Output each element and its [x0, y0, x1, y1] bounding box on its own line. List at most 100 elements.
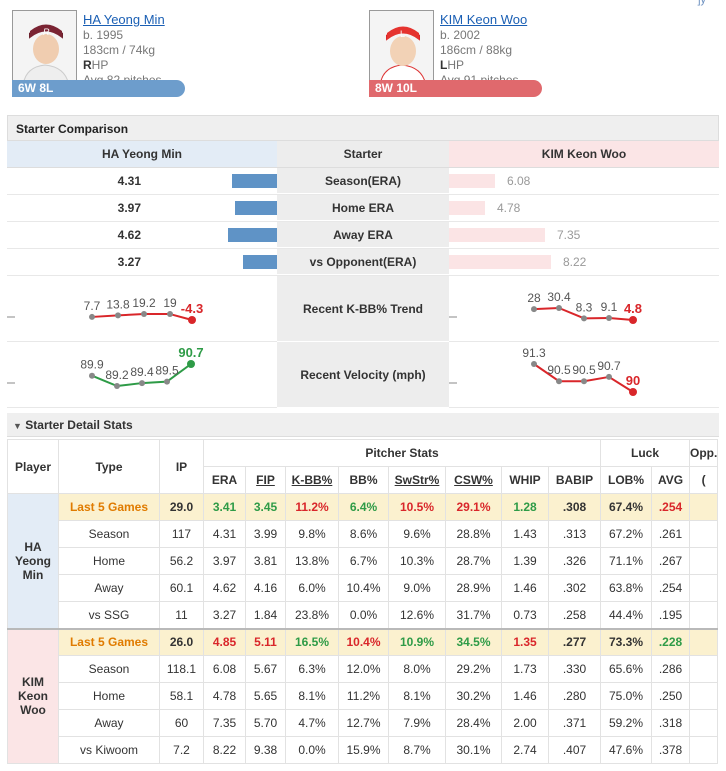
whip-cell: 1.35 [501, 627, 549, 656]
type-cell: Season [58, 655, 160, 683]
home-value: 3.27 [117, 255, 141, 269]
away-velocity-sparkline: 91.390.5 90.5 90.790 [449, 346, 640, 396]
top-right-link[interactable]: ]y [697, 0, 706, 6]
home-player-name-link[interactable]: HA Yeong Min [83, 12, 165, 27]
babip-col-header[interactable]: BABIP [548, 466, 601, 494]
away-player-name-link[interactable]: KIM Keon Woo [440, 12, 528, 27]
sparkline-segment [558, 307, 585, 320]
ip-col-header[interactable]: IP [159, 439, 204, 494]
swstr-cell: 7.9% [388, 709, 446, 737]
bb-cell: 11.2% [338, 682, 389, 710]
swstr-cell: 9.0% [388, 574, 446, 602]
type-col-header: Type [58, 439, 160, 494]
table-row: Home 56.2 3.97 3.81 13.8% 6.7% 10.3% 28.7% 1.39.… [8, 547, 719, 575]
lob-cell: 71.1% [600, 547, 652, 575]
sparkline-segment [533, 363, 560, 383]
kbb-col-header[interactable]: K-BB% [285, 466, 339, 494]
sparkline-segment [116, 382, 143, 387]
triangle-down-icon: ▼ [13, 421, 22, 431]
csw-col-header[interactable]: CSW% [445, 466, 502, 494]
sparkline-label: 89.9 [80, 358, 104, 372]
detail-stats-toggle[interactable]: ▼ Starter Detail Stats [7, 413, 719, 437]
home-value: 3.97 [117, 201, 141, 215]
away-player-size: 186cm / 88kg [440, 43, 513, 57]
sparkline-point [629, 388, 637, 396]
away-player-hand: LHP [440, 58, 465, 72]
luck-header: Luck [600, 439, 690, 467]
bb-col-header[interactable]: BB% [338, 466, 389, 494]
svg-text:L: L [400, 29, 405, 39]
pitcher-stats-header: Pitcher Stats [203, 439, 601, 467]
babip-cell: .407 [548, 736, 601, 764]
bb-cell: 6.7% [338, 547, 389, 575]
player-name-cell: KIM Keon Woo [7, 627, 59, 764]
era-col-header[interactable]: ERA [203, 466, 246, 494]
ip-cell: 11 [159, 601, 204, 629]
home-bar [243, 255, 277, 269]
lob-col-header[interactable]: LOB% [600, 466, 652, 494]
type-cell: Home [58, 682, 160, 710]
kbb-trend-label: Recent K-BB% Trend [277, 276, 449, 342]
sparkline-label: 8.3 [576, 300, 593, 314]
lob-cell: 75.0% [600, 682, 652, 710]
sparkline-point [556, 305, 562, 311]
bb-cell: 15.9% [338, 736, 389, 764]
bb-cell: 6.4% [338, 493, 389, 521]
comparison-row: 3.97 Home ERA 4.78 [7, 195, 719, 222]
away-value: 4.78 [497, 201, 521, 215]
kbb-cell: 0.0% [285, 736, 339, 764]
avg-col-header[interactable]: AVG [651, 466, 690, 494]
away-bar [449, 174, 495, 188]
era-cell: 4.62 [203, 574, 246, 602]
sparkline-label: 89.5 [155, 364, 179, 378]
comparison-label: Away ERA [277, 222, 449, 248]
swstr-cell: 12.6% [388, 601, 446, 629]
sparkline-label: 90 [626, 373, 640, 388]
fip-cell: 1.84 [245, 601, 286, 629]
babip-cell: .330 [548, 655, 601, 683]
extra-cell [688, 709, 719, 737]
comparison-row: 4.62 Away ERA 7.35 [7, 222, 719, 249]
avg-cell: .267 [651, 547, 690, 575]
swstr-col-header[interactable]: SwStr% [388, 466, 446, 494]
ip-cell: 60 [159, 709, 204, 737]
whip-cell: 0.73 [501, 601, 549, 629]
avg-cell: .261 [651, 520, 690, 548]
kbb-cell: 23.8% [285, 601, 339, 629]
sparkline-segment [583, 375, 610, 383]
sparkline-segment [91, 314, 119, 318]
csw-cell: 29.2% [445, 655, 502, 683]
csw-cell: 34.5% [445, 627, 502, 656]
era-cell: 3.41 [203, 493, 246, 521]
lob-cell: 47.6% [600, 736, 652, 764]
sparkline-label: 91.3 [522, 346, 546, 360]
bb-cell: 12.0% [338, 655, 389, 683]
avg-cell: .228 [651, 627, 690, 656]
comparison-header-row: HA Yeong Min Starter KIM Keon Woo [7, 141, 719, 168]
ip-cell: 117 [159, 520, 204, 548]
lob-cell: 59.2% [600, 709, 652, 737]
whip-cell: 1.73 [501, 655, 549, 683]
ip-cell: 26.0 [159, 627, 204, 656]
comparison-row: 4.31 Season(ERA) 6.08 [7, 168, 719, 195]
type-cell: Away [58, 574, 160, 602]
whip-cell: 2.00 [501, 709, 549, 737]
fip-col-header[interactable]: FIP [245, 466, 286, 494]
bb-cell: 10.4% [338, 574, 389, 602]
swstr-cell: 10.3% [388, 547, 446, 575]
kbb-cell: 11.2% [285, 493, 339, 521]
avg-cell: .378 [651, 736, 690, 764]
era-cell: 4.78 [203, 682, 246, 710]
sparkline-segment [608, 376, 634, 393]
kbb-cell: 9.8% [285, 520, 339, 548]
avg-cell: .250 [651, 682, 690, 710]
extra-cell [688, 520, 719, 548]
extra-cell [688, 574, 719, 602]
player-col-header: Player [7, 439, 59, 494]
swstr-cell: 10.5% [388, 493, 446, 521]
whip-col-header[interactable]: WHIP [501, 466, 549, 494]
detail-stats-title: Starter Detail Stats [25, 418, 133, 432]
extra-col-header: ( [688, 466, 719, 494]
away-bar [449, 201, 485, 215]
sparkline-label: 90.5 [572, 363, 596, 377]
